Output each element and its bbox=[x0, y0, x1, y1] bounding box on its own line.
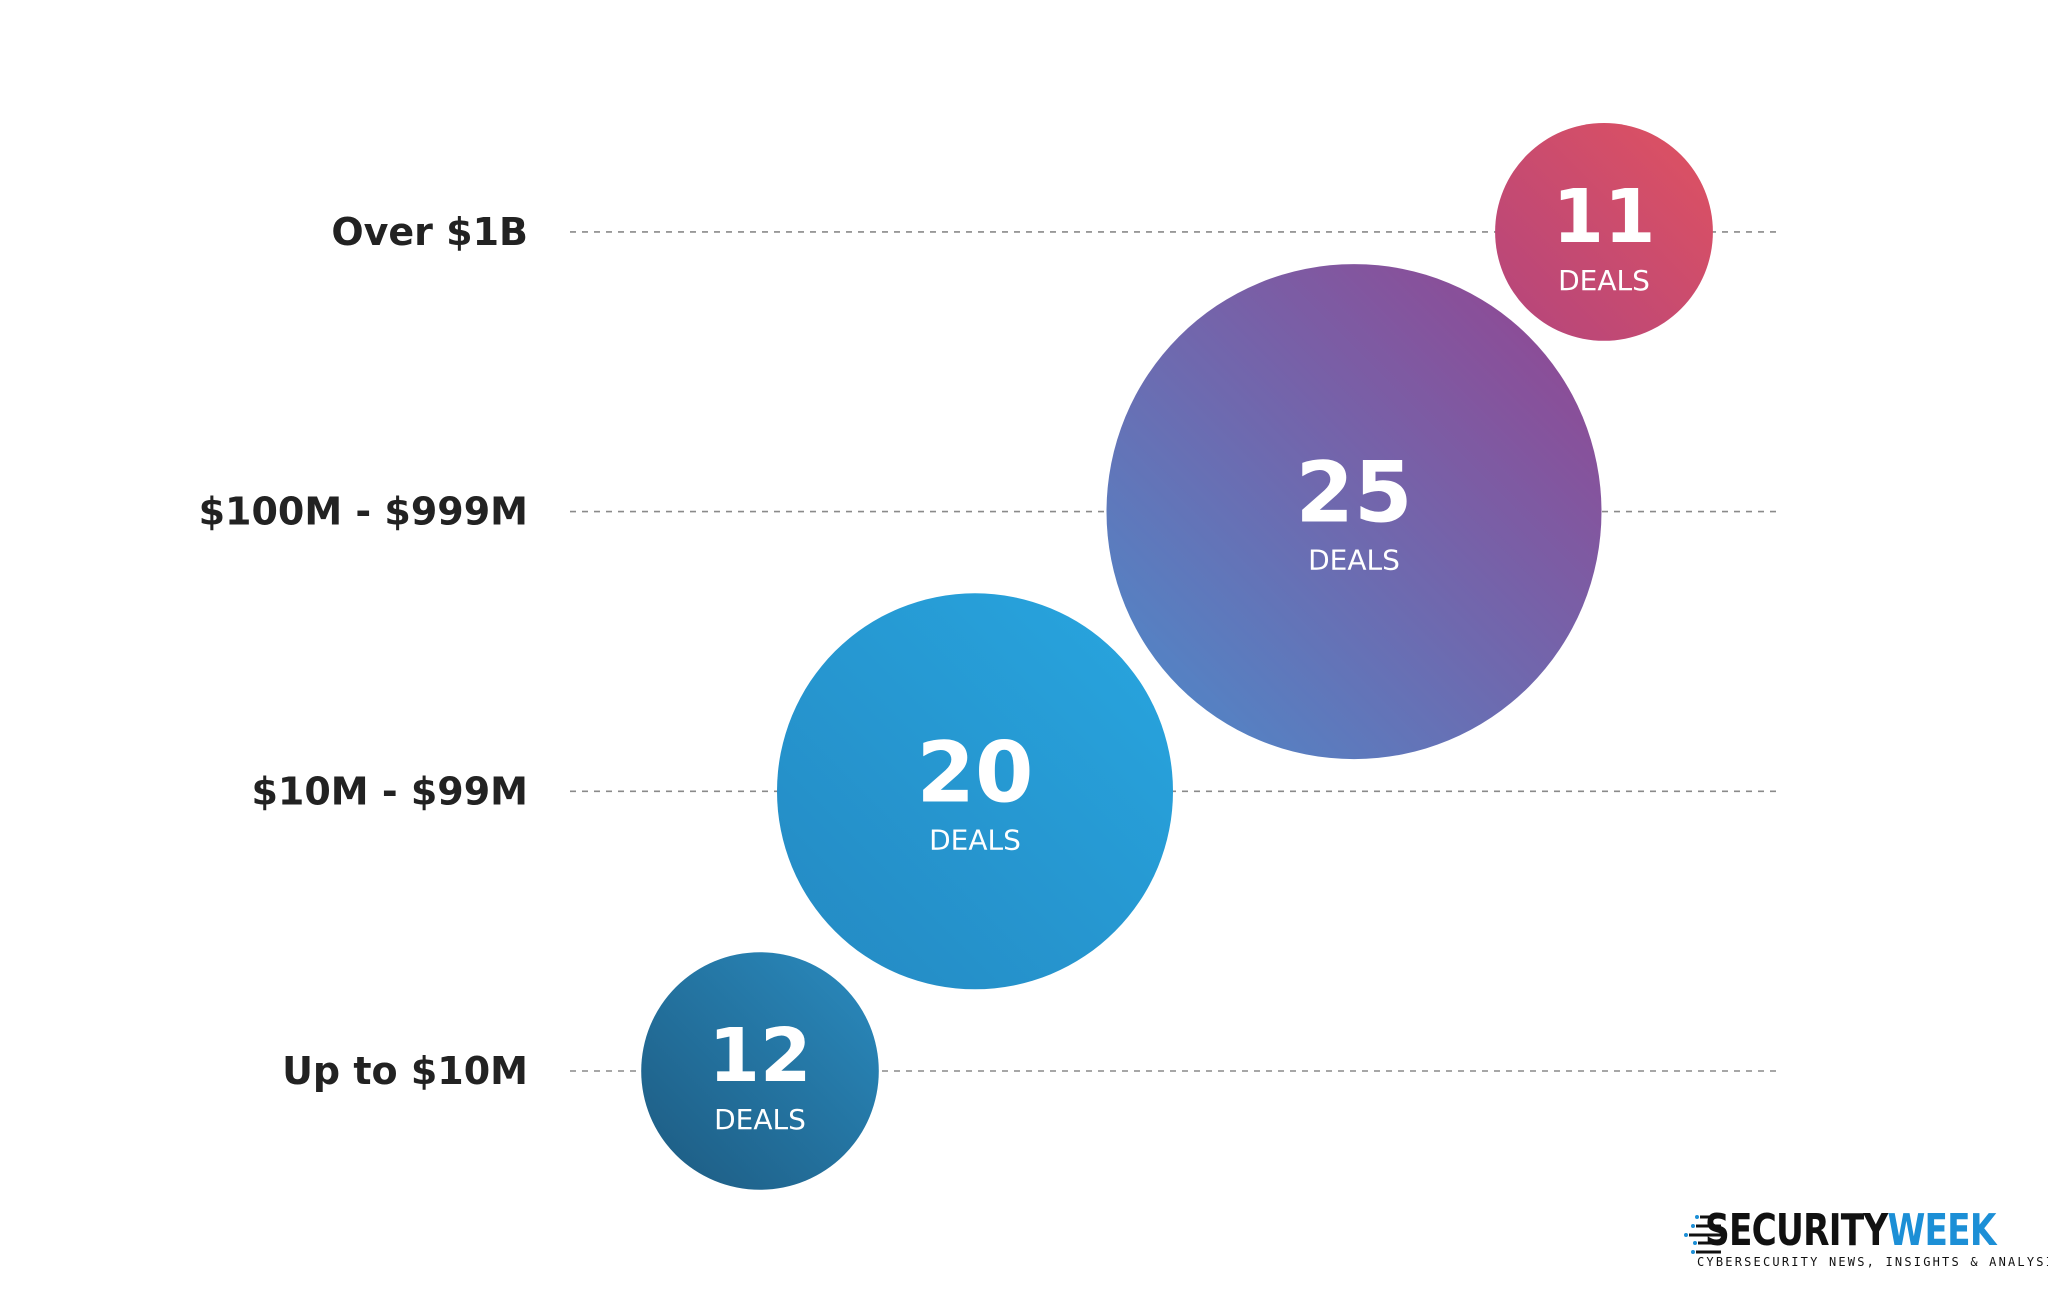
data-label-unit: DEALS bbox=[929, 823, 1021, 856]
securityweek-logo: SECURITYWEEK CYBERSECURITY NEWS, INSIGHT… bbox=[1683, 1205, 2048, 1272]
category-label: $10M - $99M bbox=[251, 769, 528, 813]
logo-dots-icon bbox=[1684, 1215, 1721, 1254]
data-label-unit: DEALS bbox=[1558, 264, 1650, 297]
logo-tagline: CYBERSECURITY NEWS, INSIGHTS & ANALYSIS bbox=[1697, 1255, 2048, 1269]
logo-wordmark: SECURITYWEEK bbox=[1705, 1205, 1996, 1256]
data-label-unit: DEALS bbox=[714, 1103, 806, 1136]
bubble bbox=[641, 952, 879, 1190]
data-label-value: 25 bbox=[1296, 444, 1413, 542]
data-label-unit: DEALS bbox=[1308, 544, 1400, 577]
category-label: $100M - $999M bbox=[199, 490, 528, 534]
category-label: Up to $10M bbox=[282, 1049, 528, 1093]
data-label-value: 11 bbox=[1553, 174, 1656, 260]
bubble bbox=[1106, 264, 1602, 760]
data-label-value: 20 bbox=[917, 723, 1034, 821]
category-label: Over $1B bbox=[331, 210, 528, 254]
bubble bbox=[1495, 122, 1713, 341]
bubble bbox=[777, 593, 1173, 990]
data-label-value: 12 bbox=[709, 1013, 812, 1099]
